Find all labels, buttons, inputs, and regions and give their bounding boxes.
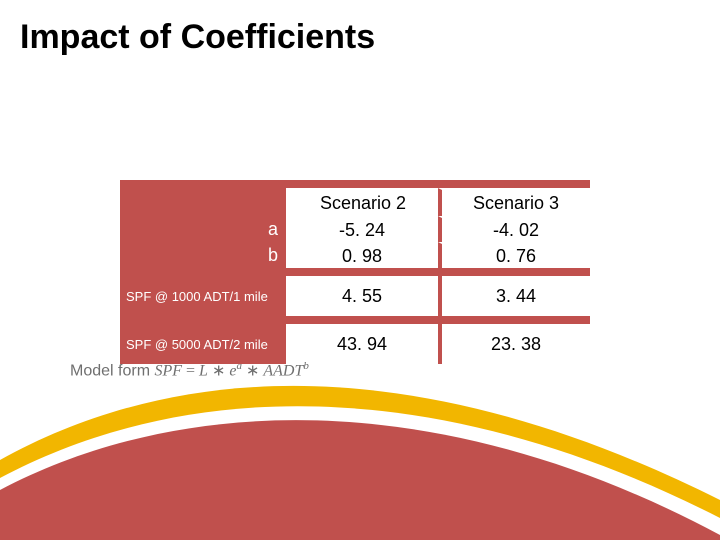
table-row-a: a -5. 24 -4. 02	[120, 216, 590, 242]
swoosh-white-gap	[0, 406, 720, 540]
row-label-spf-5000: SPF @ 5000 ADT/2 mile	[120, 324, 286, 364]
cell-spf5000-s3: 23. 38	[438, 324, 590, 364]
table-row-b: b 0. 98 0. 76	[120, 242, 590, 268]
col-header-scenario-3: Scenario 3	[438, 188, 590, 216]
table-header-row: Scenario 2 Scenario 3	[286, 188, 590, 216]
eq-L: L	[199, 362, 208, 379]
eq-sup-a: a	[236, 360, 242, 372]
cell-spf1000-s2: 4. 55	[286, 276, 438, 316]
cell-b-s3: 0. 76	[438, 242, 590, 268]
table-divider	[120, 268, 590, 276]
model-form-equation: Model form SPF = L ∗ ea ∗ AADTb	[70, 360, 309, 380]
row-label-spf-1000: SPF @ 1000 ADT/1 mile	[120, 276, 286, 316]
eq-times-1: ∗	[212, 362, 229, 379]
swoosh-red	[0, 420, 720, 540]
table-divider	[120, 316, 590, 324]
cell-spf1000-s3: 3. 44	[438, 276, 590, 316]
swoosh-yellow	[0, 386, 720, 540]
eq-times-2: ∗	[246, 362, 263, 379]
row-label-b: b	[120, 242, 286, 268]
cell-b-s2: 0. 98	[286, 242, 438, 268]
slide-title: Impact of Coefficients	[20, 18, 375, 57]
table-row-spf-1000: SPF @ 1000 ADT/1 mile 4. 55 3. 44	[120, 276, 590, 316]
cell-a-s3: -4. 02	[438, 216, 590, 242]
cell-spf5000-s2: 43. 94	[286, 324, 438, 364]
col-header-scenario-2: Scenario 2	[286, 188, 438, 216]
eq-sup-b: b	[303, 360, 309, 372]
cell-a-s2: -5. 24	[286, 216, 438, 242]
slide: Impact of Coefficients Scenario 2 Scenar…	[0, 0, 720, 540]
coefficients-table: Scenario 2 Scenario 3 a -5. 24 -4. 02 b …	[120, 180, 590, 364]
table-header-block: Scenario 2 Scenario 3	[120, 180, 590, 216]
eq-spf: SPF	[154, 362, 182, 379]
eq-AADT: AADT	[263, 362, 303, 379]
row-label-a: a	[120, 216, 286, 242]
model-form-label: Model form	[70, 362, 154, 379]
table-row-spf-5000: SPF @ 5000 ADT/2 mile 43. 94 23. 38	[120, 324, 590, 364]
eq-equals: =	[186, 362, 199, 379]
